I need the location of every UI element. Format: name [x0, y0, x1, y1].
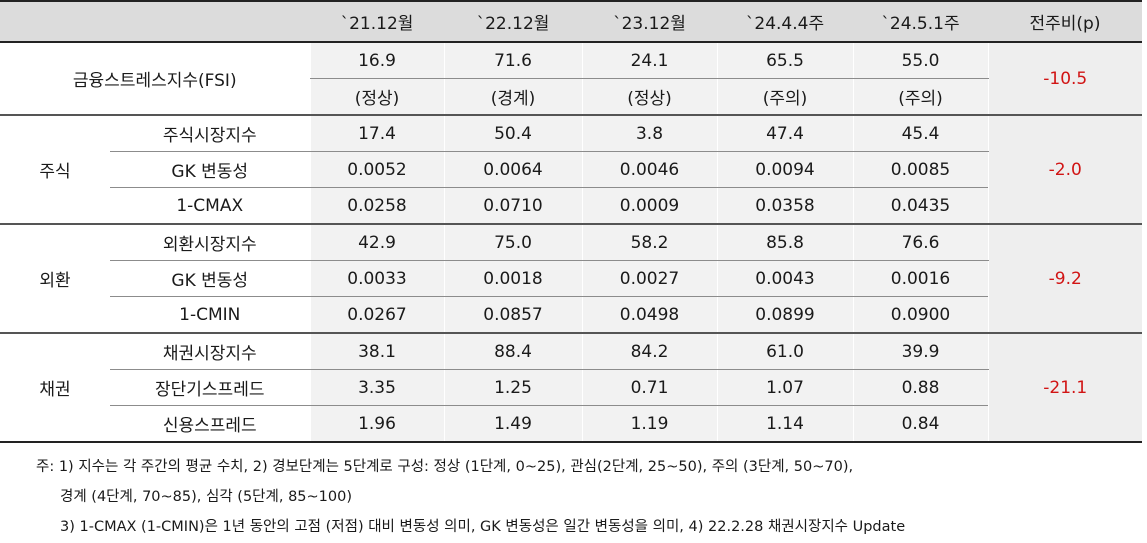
- cell-value: 0.0064: [443, 151, 582, 188]
- header-period: `21.12월: [310, 0, 444, 43]
- cell-value: 0.0857: [443, 296, 582, 334]
- category-bond: 채권: [0, 333, 110, 443]
- table-row: 주식 주식시장지수 17.4 50.4 3.8 47.4 45.4 -2.0: [0, 115, 1142, 225]
- table-row: GK 변동성 0.0052 0.0064 0.0046 0.0094 0.008…: [0, 151, 1142, 188]
- footnotes: 주: 1) 지수는 각 주간의 평균 수치, 2) 경보단계는 5단계로 구성:…: [36, 452, 905, 542]
- change-bond: -21.1: [987, 333, 1142, 443]
- row-label: 신용스프레드: [110, 405, 310, 443]
- row-label: 주식시장지수: [110, 115, 310, 152]
- fsi-value: 65.5: [716, 42, 853, 79]
- fsi-level: (주의): [852, 78, 988, 116]
- cell-value: 1.25: [443, 369, 582, 406]
- fsi-level: (정상): [309, 78, 444, 116]
- fsi-value-row: 금융스트레스지수(FSI) 16.9 71.6 24.1 65.5 55.0 -…: [0, 42, 1142, 116]
- change-fx: -9.2: [987, 224, 1142, 334]
- cell-value: 58.2: [581, 224, 717, 261]
- cell-value: 39.9: [852, 333, 988, 370]
- cell-value: 0.0094: [716, 151, 853, 188]
- header-blank-label: [110, 0, 310, 43]
- row-label: 장단기스프레드: [110, 369, 310, 406]
- cell-value: 1.49: [443, 405, 582, 443]
- cell-value: 0.0027: [581, 260, 717, 297]
- cell-value: 0.0710: [443, 187, 582, 225]
- cell-value: 0.0009: [581, 187, 717, 225]
- cell-value: 3.35: [309, 369, 444, 406]
- cell-value: 1.07: [716, 369, 853, 406]
- cell-value: 1.19: [581, 405, 717, 443]
- change-stock: -2.0: [987, 115, 1142, 225]
- table-row: GK 변동성 0.0033 0.0018 0.0027 0.0043 0.001…: [0, 260, 1142, 297]
- cell-value: 38.1: [309, 333, 444, 370]
- fsi-level: (정상): [581, 78, 717, 116]
- fsi-level: (경계): [443, 78, 582, 116]
- cell-value: 88.4: [443, 333, 582, 370]
- row-label: 채권시장지수: [110, 333, 310, 370]
- cell-value: 17.4: [309, 115, 444, 152]
- fsi-value: 16.9: [309, 42, 444, 79]
- cell-value: 42.9: [309, 224, 444, 261]
- cell-value: 0.0085: [852, 151, 988, 188]
- header-period: `24.4.4주: [717, 0, 853, 43]
- header-period: `23.12월: [582, 0, 717, 43]
- cell-value: 61.0: [716, 333, 853, 370]
- cell-value: 0.0258: [309, 187, 444, 225]
- row-label: 1-CMAX: [110, 187, 310, 225]
- cell-value: 47.4: [716, 115, 853, 152]
- fsi-value: 71.6: [443, 42, 582, 79]
- footnote-line: 3) 1-CMAX (1-CMIN)은 1년 동안의 고점 (저점) 대비 변동…: [60, 519, 906, 535]
- cell-value: 0.71: [581, 369, 717, 406]
- cell-value: 50.4: [443, 115, 582, 152]
- cell-value: 0.0899: [716, 296, 853, 334]
- cell-value: 1.14: [716, 405, 853, 443]
- cell-value: 0.0900: [852, 296, 988, 334]
- cell-value: 0.0033: [309, 260, 444, 297]
- cell-value: 0.0052: [309, 151, 444, 188]
- cell-value: 84.2: [581, 333, 717, 370]
- fsi-change: -10.5: [987, 42, 1142, 116]
- header-blank-category: [0, 0, 110, 43]
- header-row: `21.12월 `22.12월 `23.12월 `24.4.4주 `24.5.1…: [0, 0, 1142, 43]
- category-stock: 주식: [0, 115, 110, 225]
- table-row: 신용스프레드 1.96 1.49 1.19 1.14 0.84: [0, 405, 1142, 443]
- table-row: 1-CMAX 0.0258 0.0710 0.0009 0.0358 0.043…: [0, 187, 1142, 225]
- table-row: 장단기스프레드 3.35 1.25 0.71 1.07 0.88: [0, 369, 1142, 406]
- table-row: 외환 외환시장지수 42.9 75.0 58.2 85.8 76.6 -9.2: [0, 224, 1142, 334]
- fsi-label: 금융스트레스지수(FSI): [0, 42, 310, 116]
- cell-value: 0.88: [852, 369, 988, 406]
- row-label: GK 변동성: [110, 151, 310, 188]
- cell-value: 0.0435: [852, 187, 988, 225]
- header-period: `24.5.1주: [853, 0, 988, 43]
- cell-value: 0.84: [852, 405, 988, 443]
- cell-value: 0.0016: [852, 260, 988, 297]
- row-label: GK 변동성: [110, 260, 310, 297]
- cell-value: 75.0: [443, 224, 582, 261]
- fsi-value: 24.1: [581, 42, 717, 79]
- row-label: 1-CMIN: [110, 296, 310, 334]
- cell-value: 85.8: [716, 224, 853, 261]
- table-row: 채권 채권시장지수 38.1 88.4 84.2 61.0 39.9 -21.1: [0, 333, 1142, 443]
- fsi-value: 55.0: [852, 42, 988, 79]
- footnote-line: 경계 (4단계, 70~85), 심각 (5단계, 85~100): [60, 489, 352, 505]
- cell-value: 0.0046: [581, 151, 717, 188]
- cell-value: 0.0018: [443, 260, 582, 297]
- cell-value: 0.0358: [716, 187, 853, 225]
- category-fx: 외환: [0, 224, 110, 334]
- footnote-line: 주: 1) 지수는 각 주간의 평균 수치, 2) 경보단계는 5단계로 구성:…: [36, 459, 854, 475]
- fsi-level-row: (정상) (경계) (정상) (주의) (주의): [0, 78, 1142, 116]
- header-period: `22.12월: [444, 0, 582, 43]
- cell-value: 1.96: [309, 405, 444, 443]
- cell-value: 0.0043: [716, 260, 853, 297]
- table-row: 1-CMIN 0.0267 0.0857 0.0498 0.0899 0.090…: [0, 296, 1142, 334]
- cell-value: 0.0267: [309, 296, 444, 334]
- cell-value: 45.4: [852, 115, 988, 152]
- cell-value: 76.6: [852, 224, 988, 261]
- cell-value: 3.8: [581, 115, 717, 152]
- fsi-level: (주의): [716, 78, 853, 116]
- fsi-table: `21.12월 `22.12월 `23.12월 `24.4.4주 `24.5.1…: [0, 0, 1142, 443]
- cell-value: 0.0498: [581, 296, 717, 334]
- header-change: 전주비(p): [988, 0, 1142, 43]
- row-label: 외환시장지수: [110, 224, 310, 261]
